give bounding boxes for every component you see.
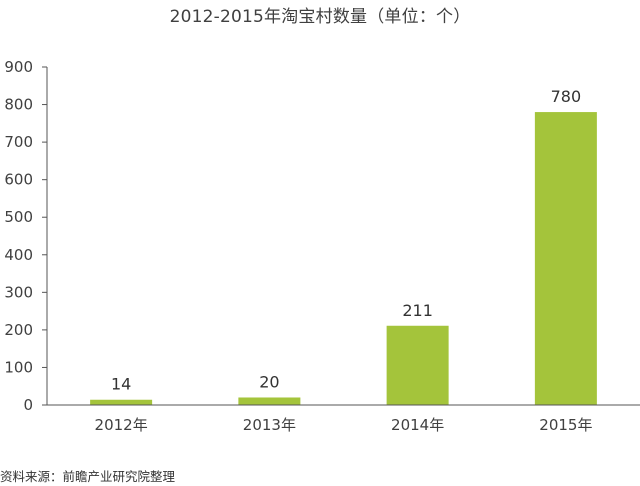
y-tick-label: 600 (4, 171, 33, 189)
bar (534, 112, 597, 406)
data-label: 14 (111, 375, 131, 394)
source-note: 资料来源：前瞻产业研究院整理 (0, 469, 176, 484)
y-tick-label: 900 (4, 58, 33, 76)
x-tick-label: 2012年 (95, 416, 148, 434)
x-tick-label: 2014年 (391, 416, 444, 434)
bar (238, 397, 301, 405)
y-tick-label: 400 (4, 246, 33, 264)
bar (90, 399, 153, 405)
y-axis: 0 100 200 300 400 500 600 700 800 900 (4, 58, 48, 414)
y-tick-label: 500 (4, 208, 33, 226)
y-tick-label: 300 (4, 283, 33, 301)
data-label: 211 (402, 301, 433, 320)
data-labels: 14 20 211 780 (111, 87, 581, 394)
data-label: 20 (259, 372, 279, 391)
y-tick-label: 100 (4, 358, 33, 376)
bar (386, 325, 449, 405)
data-label: 780 (551, 87, 582, 106)
x-tick-label: 2015年 (539, 416, 592, 434)
x-axis: 2012年 2013年 2014年 2015年 (47, 404, 640, 434)
y-tick-label: 200 (4, 321, 33, 339)
chart-title: 2012-2015年淘宝村数量（单位：个） (169, 7, 471, 27)
y-tick-label: 800 (4, 96, 33, 114)
bars (90, 112, 597, 406)
y-tick-label: 700 (4, 133, 33, 151)
y-tick-label: 0 (23, 396, 33, 414)
x-tick-label: 2013年 (243, 416, 296, 434)
